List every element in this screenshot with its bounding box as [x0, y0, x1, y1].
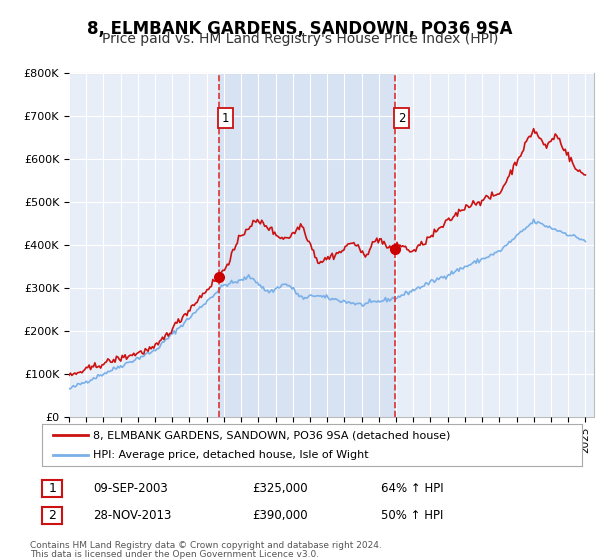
Text: 8, ELMBANK GARDENS, SANDOWN, PO36 9SA (detached house): 8, ELMBANK GARDENS, SANDOWN, PO36 9SA (d… [94, 430, 451, 440]
Text: Contains HM Land Registry data © Crown copyright and database right 2024.: Contains HM Land Registry data © Crown c… [30, 541, 382, 550]
Text: 1: 1 [48, 482, 56, 496]
Bar [218, 73, 394, 417]
Text: £325,000: £325,000 [252, 482, 308, 495]
Text: 09-SEP-2003: 09-SEP-2003 [93, 482, 168, 495]
Text: 64% ↑ HPI: 64% ↑ HPI [381, 482, 443, 495]
Text: £390,000: £390,000 [252, 508, 308, 522]
Text: Price paid vs. HM Land Registry's House Price Index (HPI): Price paid vs. HM Land Registry's House … [102, 32, 498, 46]
Text: This data is licensed under the Open Government Licence v3.0.: This data is licensed under the Open Gov… [30, 550, 319, 559]
Text: 2: 2 [48, 509, 56, 522]
Text: 8, ELMBANK GARDENS, SANDOWN, PO36 9SA: 8, ELMBANK GARDENS, SANDOWN, PO36 9SA [87, 20, 513, 38]
Text: HPI: Average price, detached house, Isle of Wight: HPI: Average price, detached house, Isle… [94, 450, 369, 460]
Text: 2: 2 [398, 111, 406, 124]
Text: 50% ↑ HPI: 50% ↑ HPI [381, 508, 443, 522]
Text: 28-NOV-2013: 28-NOV-2013 [93, 508, 172, 522]
Text: 1: 1 [222, 111, 230, 124]
